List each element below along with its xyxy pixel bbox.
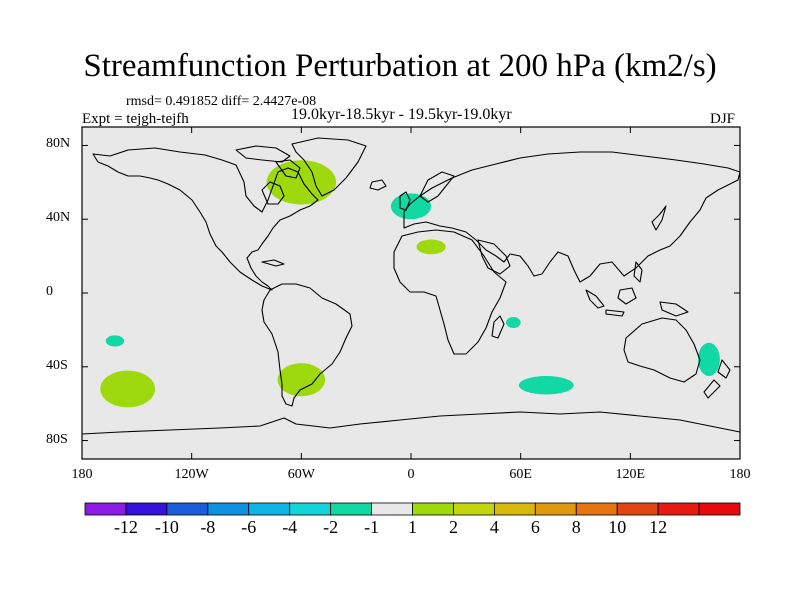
colorbar-swatch [289,502,332,516]
lat-tick-label: 40N [46,210,71,226]
lat-tick-label: 40S [46,357,68,373]
colorbar-swatch [453,502,495,516]
coastline-borneo [617,287,637,305]
colorbar-label: 8 [571,517,581,537]
lat-tick-label: 80N [46,136,71,152]
coastline-philippines [633,261,643,283]
colorbar-label: -6 [241,517,257,537]
colorbar-label: -1 [364,517,380,537]
lon-tick-label: 0 [407,467,415,482]
lon-tick-label: 120W [174,467,209,482]
colorbar-label: 4 [489,517,499,537]
coastline-south-america [261,283,353,407]
colorbar-label: 2 [448,517,458,537]
coastline-sumatra [585,289,605,309]
colorbar-swatch [698,502,741,516]
anomaly-layer [100,160,720,408]
colorbar-swatch [84,502,127,516]
map-background [82,127,740,459]
colorbar-label: -2 [323,517,339,537]
coastline-arctic-islands [235,145,291,163]
anomaly-positive-2 [416,239,446,255]
anomaly-positive-8 [277,363,326,397]
colorbar-label: -12 [113,517,138,537]
coastline-cuba [261,259,285,267]
period-label: 19.0kyr-18.5kyr - 19.5kyr-19.0kyr [291,106,512,123]
anomaly-negative-5 [697,342,720,376]
colorbar-label: 6 [530,517,540,537]
coastline-australia [623,317,701,383]
anomaly-negative-1 [390,193,432,220]
season-label: DJF [710,111,736,127]
lon-tick-label: 180 [729,467,751,482]
coastline-new-zealand-south [703,379,721,399]
coastline-new-guinea [659,301,689,317]
colorbar-label: -10 [154,517,179,537]
coastline-british-isles [399,191,411,211]
chart-title: Streamfunction Perturbation at 200 hPa (… [83,48,717,84]
colorbar-swatch [248,502,291,516]
coastline-antarctica [81,411,741,435]
colorbar-swatch [575,502,618,516]
colorbar [84,502,741,516]
coastline-java [605,309,625,317]
coastline-japan [651,205,667,231]
lon-tick-label: 60W [287,467,315,482]
coastline-eurasia [403,151,741,283]
anomaly-negative-4 [518,376,574,395]
colorbar-swatch [657,502,700,516]
colorbar-swatch [371,502,413,516]
coastline-scandinavia [419,171,455,203]
colorbar-label: -4 [282,517,298,537]
colorbar-swatch [166,502,209,516]
coastline-hudson-bay [261,181,285,205]
coastline-new-zealand [717,359,731,379]
colorbar-swatch [412,502,454,516]
anomaly-positive-0 [266,160,337,205]
colorbar-swatch [207,502,250,516]
coastline-arabia [477,239,511,275]
colorbar-label: -8 [200,517,216,537]
lat-tick-label: 0 [46,284,53,299]
colorbar-swatch [493,502,536,516]
anomaly-positive-7 [100,370,156,408]
lon-tick-label: 60E [509,467,532,482]
experiment-label: Expt = tejgh-tejfh [82,111,189,127]
colorbar-label: 12 [649,517,668,537]
coastline-greenland [291,137,367,197]
coastline-madagascar [491,315,505,339]
colorbar-swatch [534,502,577,516]
colorbar-label: 1 [408,517,417,537]
coastline-iceland [369,179,387,191]
colorbar-swatch [330,502,372,516]
anomaly-negative-3 [506,316,521,329]
lon-tick-label: 180 [71,467,93,482]
axis-ticks [81,127,741,459]
coastline-north-america [92,147,319,291]
lat-tick-label: 80S [46,431,68,447]
colorbar-label: 10 [608,517,627,537]
colorbar-swatch [616,502,659,516]
lon-tick-label: 120E [615,467,646,482]
coastlines [81,137,741,435]
colorbar-swatch [125,502,168,516]
coastline-africa [393,229,507,355]
coastline-baffin [275,159,301,179]
rmsd-diff-stats: rmsd= 0.491852 diff= 2.4427e-08 [126,94,317,109]
anomaly-negative-6 [105,335,125,347]
